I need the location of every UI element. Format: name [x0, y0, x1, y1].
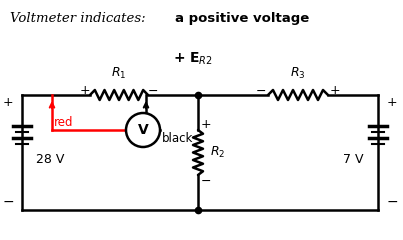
Text: +: +	[387, 96, 397, 109]
Text: −: −	[256, 84, 266, 97]
Text: +: +	[3, 96, 13, 109]
Text: $R_2$: $R_2$	[210, 144, 225, 160]
Text: Voltmeter indicates:: Voltmeter indicates:	[10, 12, 145, 25]
Text: $R_1$: $R_1$	[111, 66, 127, 81]
Text: black: black	[162, 132, 193, 144]
Text: −: −	[201, 174, 211, 187]
Text: 7 V: 7 V	[343, 153, 364, 166]
Text: +: +	[80, 84, 90, 97]
Text: −: −	[386, 195, 398, 209]
Text: a positive voltage: a positive voltage	[175, 12, 309, 25]
Text: −: −	[148, 84, 158, 97]
Text: +: +	[330, 84, 340, 97]
Text: −: −	[2, 195, 14, 209]
Text: +: +	[201, 118, 211, 131]
Text: 28 V: 28 V	[36, 153, 64, 166]
Text: $R_3$: $R_3$	[290, 66, 306, 81]
Text: $\mathbf{+\ E}_{R2}$: $\mathbf{+\ E}_{R2}$	[173, 51, 213, 67]
Text: red: red	[54, 115, 73, 128]
Circle shape	[126, 113, 160, 147]
Text: V: V	[138, 123, 148, 137]
